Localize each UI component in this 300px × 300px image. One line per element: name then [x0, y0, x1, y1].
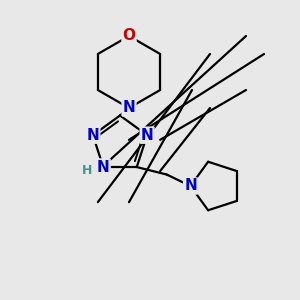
Text: N: N — [123, 100, 135, 116]
Text: N: N — [184, 178, 197, 194]
Text: H: H — [82, 164, 92, 177]
Text: N: N — [97, 160, 110, 175]
Text: N: N — [86, 128, 99, 143]
Text: O: O — [122, 28, 136, 44]
Text: N: N — [141, 128, 154, 143]
